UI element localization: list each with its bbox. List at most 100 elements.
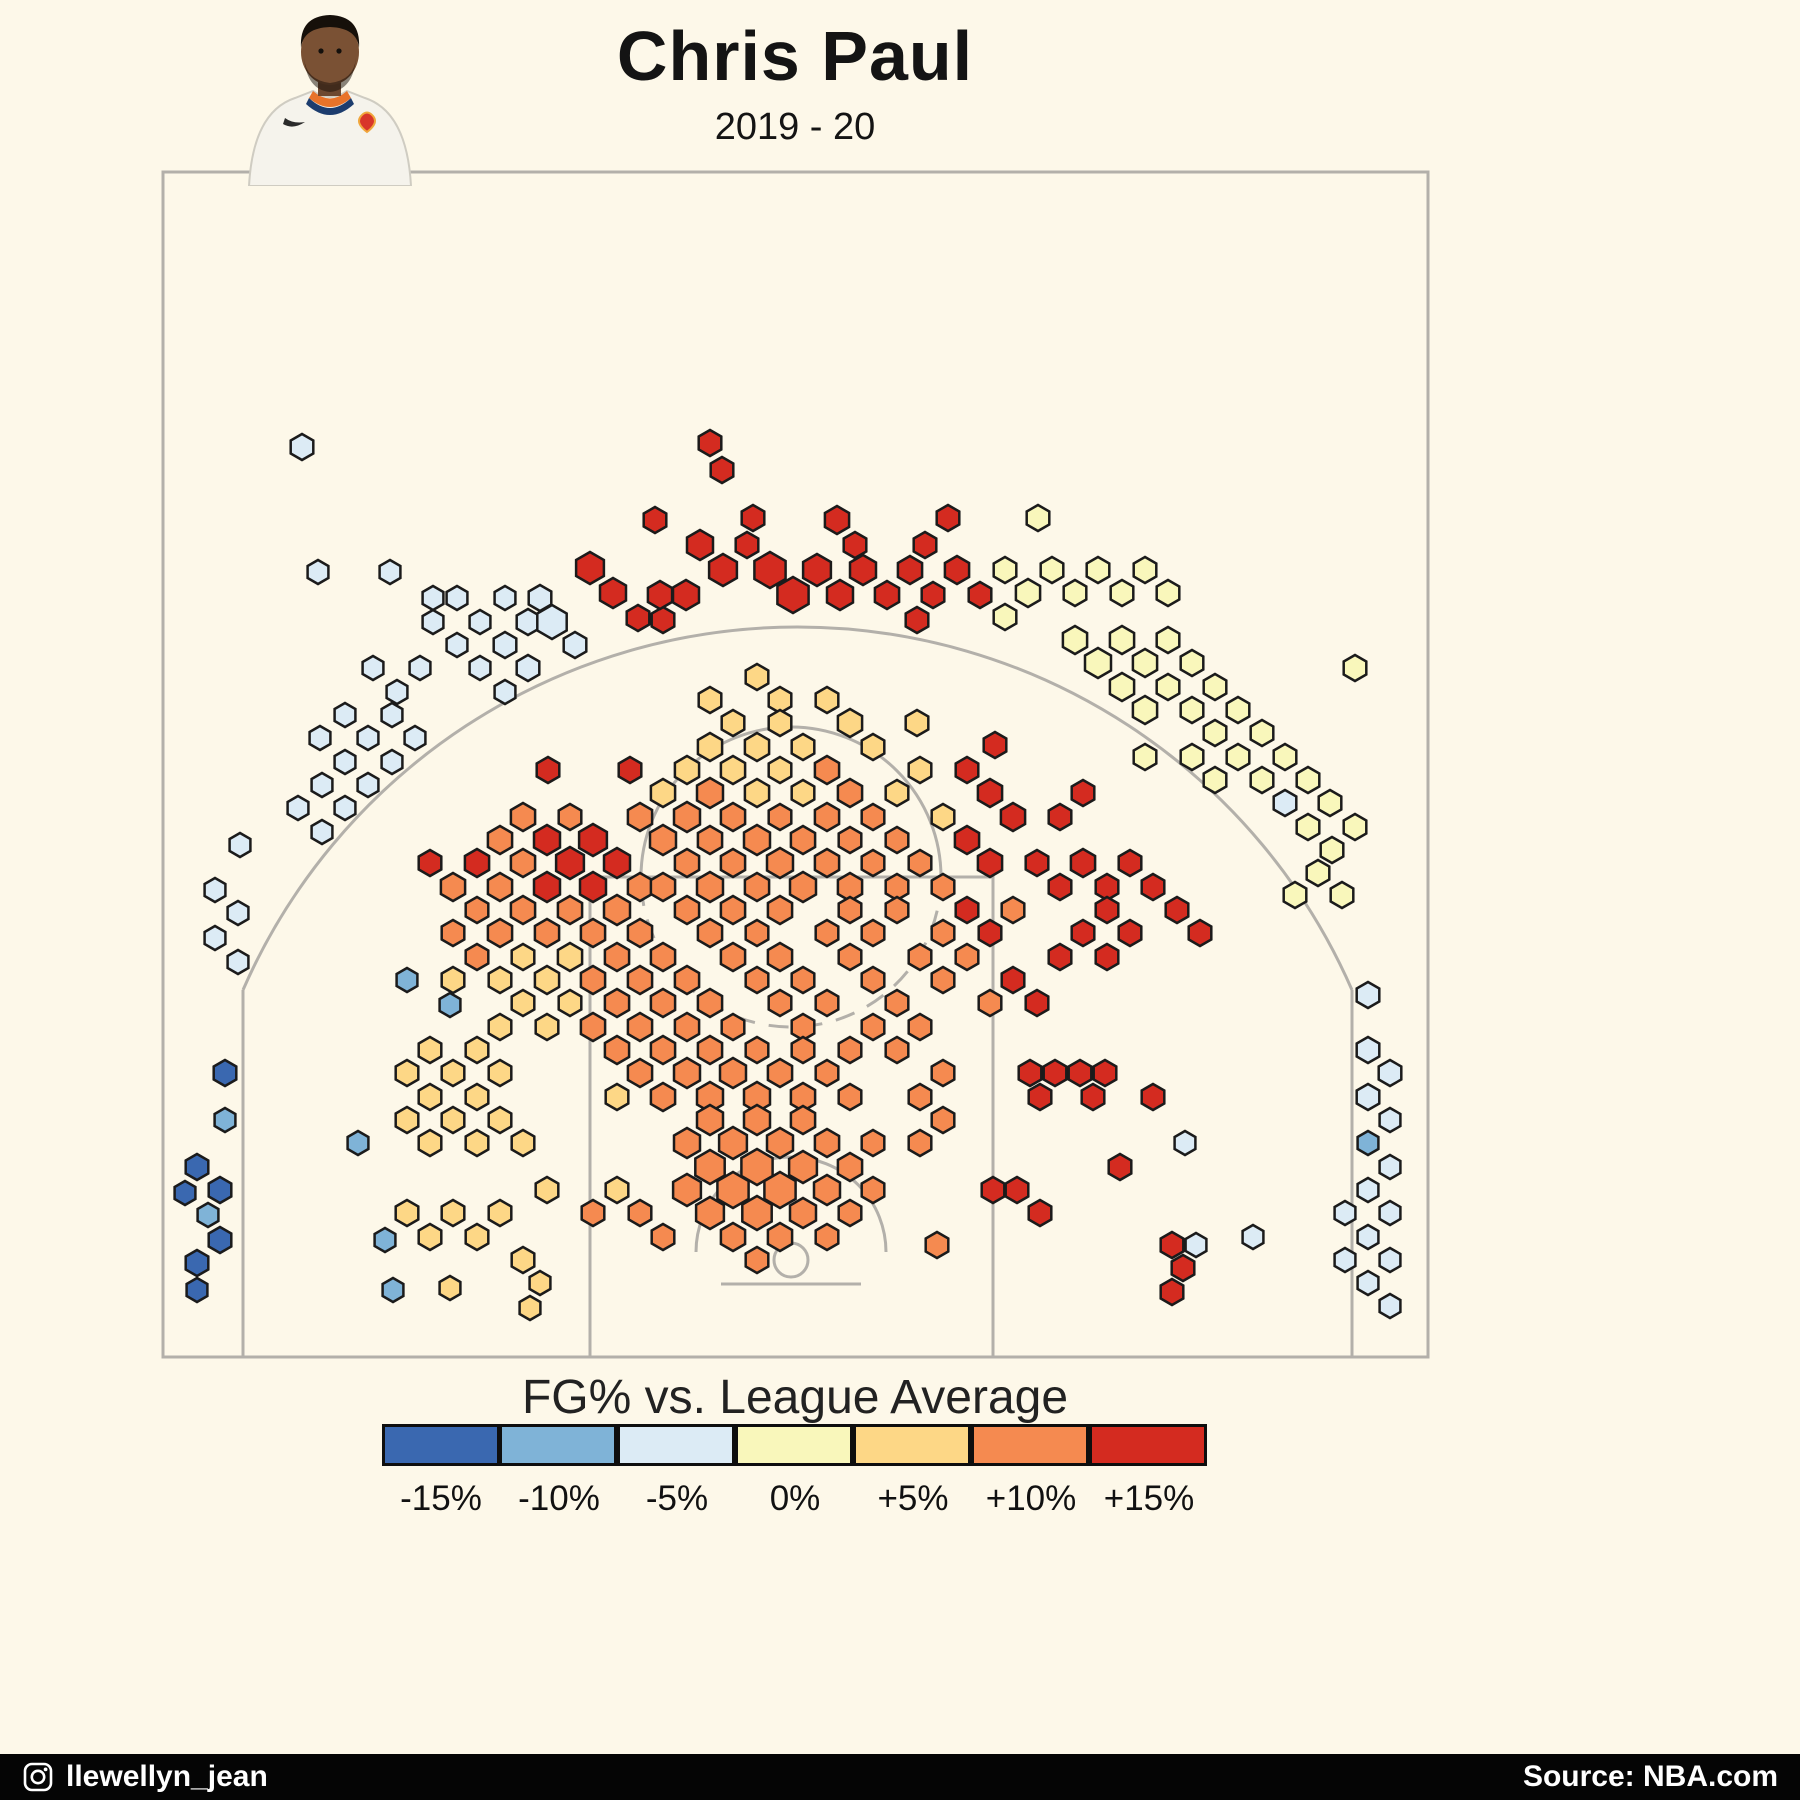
shot-hex — [649, 941, 677, 973]
shot-hex — [695, 870, 725, 904]
shot-hex — [1159, 1277, 1185, 1307]
shot-hex — [1131, 647, 1159, 679]
shot-hex — [533, 917, 561, 949]
shot-hex — [814, 1058, 840, 1088]
hexbin-layer — [173, 428, 1403, 1322]
shot-hex — [1179, 648, 1205, 678]
shot-hex — [185, 1276, 209, 1304]
shot-hex — [557, 988, 583, 1018]
shot-hex — [417, 1035, 443, 1065]
shot-hex — [394, 1198, 420, 1228]
shot-hex — [515, 653, 541, 683]
shot-hex — [1047, 872, 1073, 902]
legend-swatch — [734, 1424, 853, 1466]
shot-hex — [625, 603, 651, 633]
shot-hex — [673, 1011, 701, 1043]
shot-hex — [1092, 1058, 1118, 1088]
shot-hex — [378, 558, 402, 586]
shot-hex — [1305, 858, 1331, 888]
shot-hex — [884, 895, 910, 925]
shot-hex — [1173, 1129, 1197, 1157]
shot-hex — [289, 432, 315, 462]
legend-cell: -10% — [498, 1424, 618, 1519]
shot-hex — [381, 1276, 405, 1304]
legend-label: +15% — [1103, 1479, 1195, 1518]
shot-hex — [602, 893, 632, 927]
shot-hex — [1017, 1058, 1043, 1088]
shot-hex — [518, 1294, 542, 1322]
shot-hex — [440, 918, 466, 948]
shot-hex — [1378, 1292, 1402, 1320]
shot-hex — [649, 777, 677, 809]
shot-hex — [1132, 742, 1158, 772]
shot-hex — [766, 894, 794, 926]
shot-hex — [440, 1058, 466, 1088]
shot-hex — [445, 631, 469, 659]
three-point-arc — [241, 625, 1354, 991]
shot-hex — [228, 831, 252, 859]
page-title: Chris Paul — [616, 17, 974, 95]
shot-hex — [1377, 1058, 1403, 1088]
shot-hex — [707, 552, 739, 588]
shot-hex — [697, 428, 723, 458]
shot-hex — [642, 505, 668, 535]
shot-hex — [417, 848, 443, 878]
shot-hex — [1080, 1082, 1106, 1112]
shot-hex — [673, 894, 701, 926]
shot-hex — [837, 1035, 863, 1065]
shot-hex — [930, 872, 956, 902]
shot-hex — [907, 942, 933, 972]
shot-hex — [1164, 895, 1190, 925]
shot-hex — [1241, 1223, 1265, 1251]
legend-swatch — [616, 1424, 735, 1466]
shot-hex — [308, 724, 332, 752]
shot-hex — [753, 550, 787, 590]
shot-hex — [627, 1198, 653, 1228]
shot-hex — [1170, 1253, 1196, 1283]
shot-hex — [787, 1149, 819, 1185]
shot-hex — [373, 1226, 397, 1254]
legend-label: -10% — [518, 1479, 600, 1518]
shot-hex — [954, 755, 980, 785]
shot-hex — [226, 948, 250, 976]
shot-hex — [1094, 895, 1120, 925]
shot-hex — [1000, 895, 1026, 925]
shot-hex — [848, 553, 878, 587]
shot-hex — [464, 1128, 490, 1158]
shot-hex — [930, 965, 956, 995]
shot-hex — [1295, 765, 1321, 795]
shot-hex — [967, 580, 993, 610]
shot-hex — [463, 847, 491, 879]
shot-hex — [907, 1012, 933, 1042]
shot-hex — [767, 708, 793, 738]
shot-hex — [860, 848, 886, 878]
shot-hex — [719, 754, 747, 786]
shot-hex — [1378, 1246, 1402, 1274]
shot-hex — [930, 1058, 956, 1088]
shot-hex — [346, 1129, 370, 1157]
shot-hex — [788, 1196, 818, 1230]
shot-hex — [1000, 965, 1026, 995]
shot-hex — [801, 552, 833, 588]
shot-hex — [203, 876, 227, 904]
shot-hex — [1140, 872, 1166, 902]
shot-hex — [333, 748, 357, 776]
shot-hex — [380, 701, 404, 729]
shot-hex — [842, 530, 868, 560]
shot-hex — [935, 503, 961, 533]
shot-hex — [1042, 1058, 1068, 1088]
shot-hex — [814, 1222, 840, 1252]
shot-hex — [486, 871, 514, 903]
shot-hex — [813, 1127, 841, 1159]
shot-hex — [464, 895, 490, 925]
shot-hex — [672, 1126, 702, 1160]
shot-hex — [740, 1147, 774, 1187]
shot-hex — [535, 755, 561, 785]
shot-hex — [789, 824, 817, 856]
shot-hex — [310, 771, 334, 799]
shot-hex — [907, 755, 933, 785]
shot-hex — [509, 801, 537, 833]
footer-bar: llewellyn_jean Source: NBA.com — [0, 1754, 1800, 1800]
shot-hex — [813, 801, 841, 833]
